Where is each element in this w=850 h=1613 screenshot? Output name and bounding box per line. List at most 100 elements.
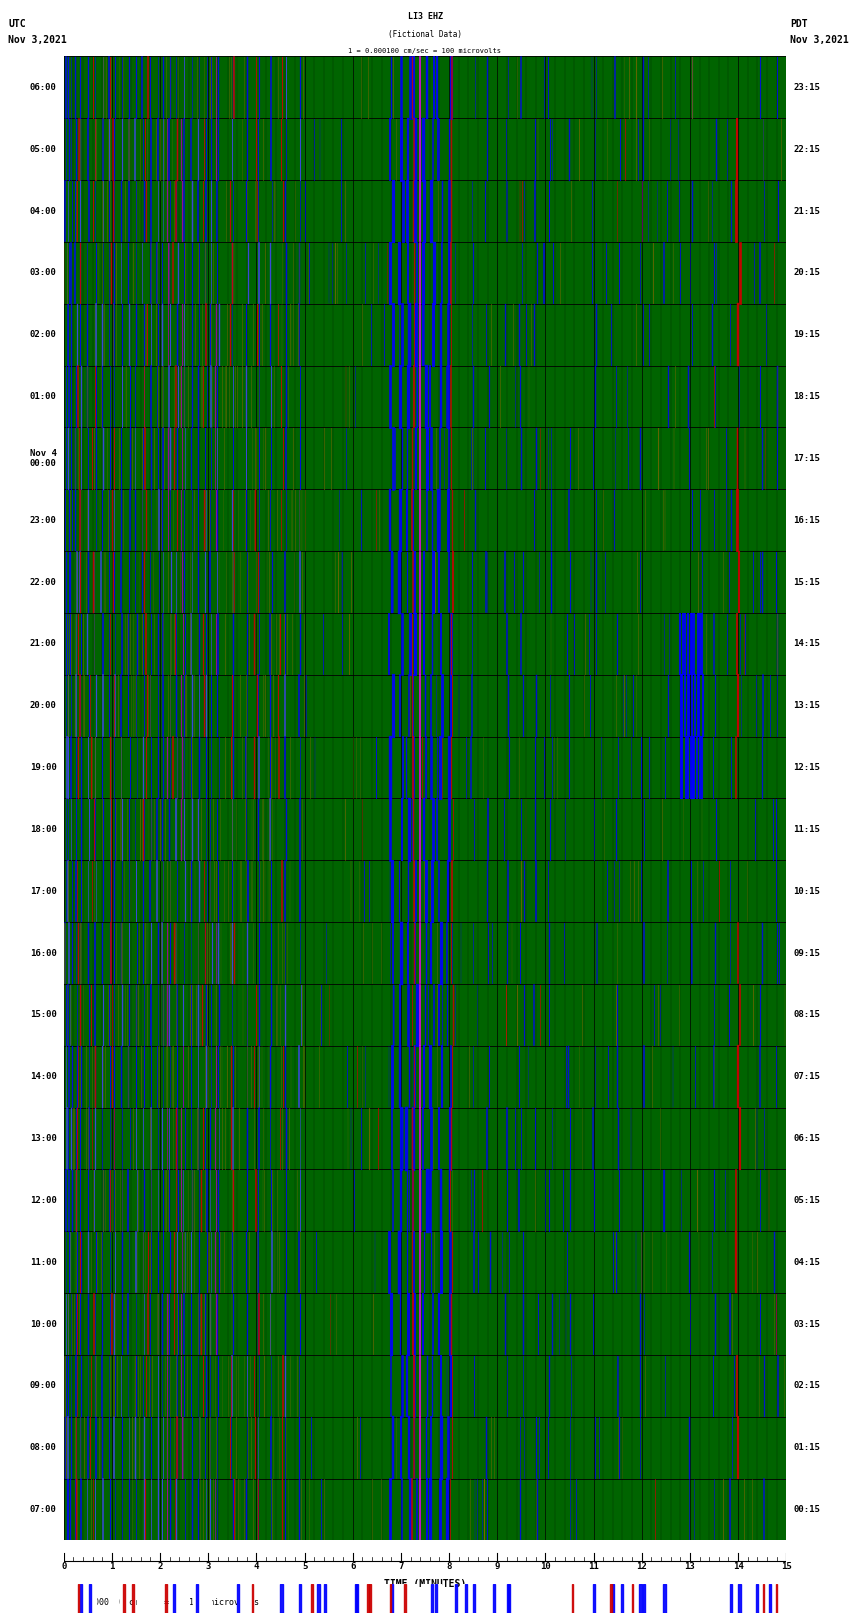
Text: 08:00: 08:00 [30,1444,56,1452]
Bar [428,1584,429,1613]
Text: 13: 13 [684,1561,695,1571]
Text: 0: 0 [61,1561,66,1571]
Bar [325,2,326,56]
Bar [88,1584,91,1613]
Bar [610,1584,612,1613]
Bar [747,1584,756,1613]
Text: 15:15: 15:15 [794,577,820,587]
Text: 14:15: 14:15 [794,639,820,648]
Text: 10:00: 10:00 [30,1319,56,1329]
Bar [554,1584,557,1613]
Bar [194,2,201,56]
Bar [302,2,303,56]
Bar [464,1584,468,1613]
Bar [659,1584,666,1613]
Text: 12:00: 12:00 [30,1195,56,1205]
Bar [566,1584,576,1613]
Text: 12:15: 12:15 [794,763,820,773]
Text: 05:00: 05:00 [30,145,56,153]
Bar [260,1584,261,1613]
Bar [200,2,203,56]
Bar [144,1584,152,1613]
Bar [691,1584,697,1613]
Bar [756,1584,758,1613]
Bar [473,1584,475,1613]
Text: 10:15: 10:15 [794,887,820,895]
Text: 1: 1 [110,1561,115,1571]
Bar [394,2,402,56]
Bar [391,1584,401,1613]
Bar [298,2,301,56]
Bar [422,1584,430,1613]
Bar [583,2,591,56]
Text: 13:15: 13:15 [794,702,820,710]
Bar [354,1584,357,1613]
Text: 09:15: 09:15 [794,948,820,958]
Bar [754,2,760,56]
Bar [137,1584,144,1613]
Bar [385,1584,388,1613]
Bar [473,1584,475,1613]
Text: 1 = 0.000100 cm/sec = 100 microvolts: 1 = 0.000100 cm/sec = 100 microvolts [348,48,502,53]
Text: 19:15: 19:15 [794,331,820,339]
Bar [252,1584,253,1613]
Bar [434,1584,437,1613]
Bar [515,1584,520,1613]
Bar [391,1584,393,1613]
Bar [507,1584,515,1613]
Bar [428,2,436,56]
Text: 17:00: 17:00 [30,887,56,895]
Bar [78,1584,79,1613]
Text: 14: 14 [733,1561,744,1571]
Text: 4: 4 [254,1561,259,1571]
Text: 23:00: 23:00 [30,516,56,524]
Text: 21:15: 21:15 [794,206,820,216]
Bar [505,1584,509,1613]
Bar [499,1584,502,1613]
Bar [664,1584,666,1613]
Bar [217,2,225,56]
Text: 8: 8 [446,1561,451,1571]
Bar [550,2,551,56]
Bar [110,1584,117,1613]
Bar [582,1584,592,1613]
Text: LI3 EHZ: LI3 EHZ [407,13,443,21]
Bar [743,1584,751,1613]
Bar [776,1584,777,1613]
Bar [662,2,671,56]
Text: 01:15: 01:15 [794,1444,820,1452]
Text: 02:00: 02:00 [30,331,56,339]
Text: 04:15: 04:15 [794,1258,820,1266]
Bar [133,1584,134,1613]
Bar [180,2,181,56]
Bar [342,1584,343,1613]
Bar [752,1584,754,1613]
Bar [194,1584,196,1613]
Bar [539,2,546,56]
Text: 13:00: 13:00 [30,1134,56,1144]
Bar [639,1584,642,1613]
Bar [390,1584,391,1613]
Text: 15:00: 15:00 [30,1010,56,1019]
Text: 19:00: 19:00 [30,763,56,773]
Bar [205,2,210,56]
Bar [264,2,268,56]
Bar [510,1584,518,1613]
Bar [525,1584,534,1613]
Text: × = 0.000100 cm/sec =    100 microvolts: × = 0.000100 cm/sec = 100 microvolts [64,1597,258,1607]
Bar [311,1584,313,1613]
Bar [299,1584,301,1613]
Text: PDT: PDT [790,19,808,29]
Text: 03:00: 03:00 [30,268,56,277]
Bar [741,2,746,56]
Bar [239,2,246,56]
Bar [701,1584,706,1613]
Bar [325,1584,326,1613]
Bar [279,2,287,56]
Bar [348,1584,358,1613]
Bar [642,2,650,56]
Text: (Fictional Data): (Fictional Data) [388,31,462,39]
Text: 16:00: 16:00 [30,948,56,958]
Bar [152,1584,156,1613]
Text: Nov 4
00:00: Nov 4 00:00 [30,448,56,468]
